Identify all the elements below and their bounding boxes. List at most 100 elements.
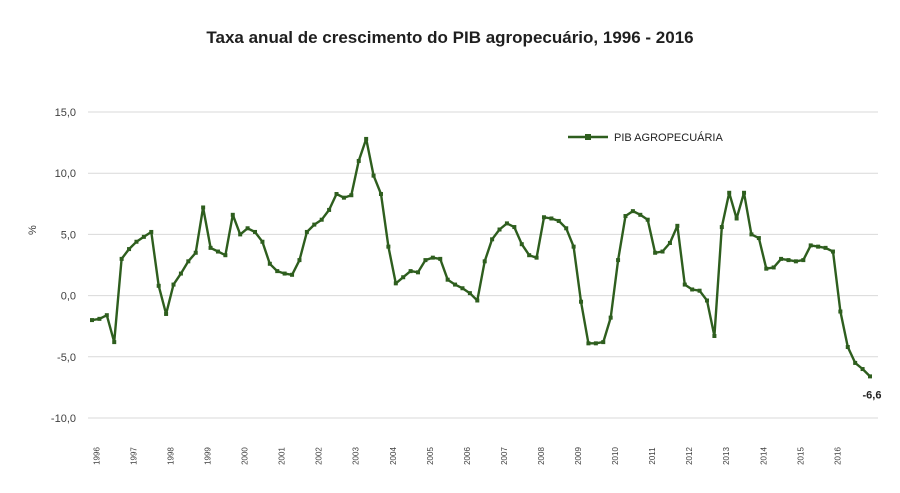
data-point: [97, 316, 102, 321]
data-point: [541, 215, 546, 220]
data-point: [653, 250, 658, 255]
legend-swatch-marker: [585, 134, 591, 140]
data-point: [386, 244, 391, 249]
data-point: [290, 272, 295, 277]
data-point: [267, 261, 272, 266]
x-axis-tick-labels: 1996 1997 1998 1999 2000 2001 2002 2003 2004 2005…: [92, 447, 842, 465]
data-point: [586, 341, 591, 346]
data-point: [519, 242, 524, 247]
data-point: [742, 190, 747, 195]
data-point: [764, 266, 769, 271]
data-point: [178, 271, 183, 276]
data-point: [312, 222, 317, 227]
data-point: [786, 258, 791, 263]
data-point: [675, 223, 680, 228]
x-tick-label: 2008: [537, 447, 546, 465]
data-point: [838, 309, 843, 314]
data-point: [260, 239, 265, 244]
data-point: [112, 340, 117, 345]
data-point: [608, 315, 613, 320]
data-point: [282, 271, 287, 276]
data-point: [801, 258, 806, 263]
data-point: [808, 243, 813, 248]
data-point: [460, 286, 465, 291]
data-point: [623, 214, 628, 219]
data-point: [830, 249, 835, 254]
data-point: [134, 239, 139, 244]
data-point: [779, 256, 784, 261]
data-point: [749, 232, 754, 237]
x-tick-label: 2015: [796, 447, 805, 465]
data-point: [823, 245, 828, 250]
data-point: [816, 244, 821, 249]
data-point: [238, 232, 243, 237]
data-point: [467, 291, 472, 296]
data-point: [349, 193, 354, 198]
data-point: [704, 298, 709, 303]
data-point: [630, 209, 635, 214]
data-point: [364, 136, 369, 141]
data-point: [512, 225, 517, 230]
data-point: [297, 258, 302, 263]
data-point: [771, 265, 776, 270]
data-point: [104, 313, 109, 318]
data-point: [853, 360, 858, 365]
legend-label: PIB AGROPECUÁRIA: [614, 131, 723, 144]
x-tick-label: 2000: [241, 447, 250, 465]
gridlines: [88, 111, 878, 419]
data-point: [793, 259, 798, 264]
data-point: [304, 229, 309, 234]
data-point: [504, 221, 509, 226]
x-tick-label: 2003: [352, 447, 361, 465]
data-point: [571, 244, 576, 249]
data-point: [868, 374, 872, 379]
data-point: [719, 225, 724, 230]
data-point: [186, 259, 191, 264]
data-point: [401, 275, 406, 280]
data-point: [393, 281, 398, 286]
legend: PIB AGROPECUÁRIA: [568, 131, 723, 144]
y-tick-label: 10,0: [55, 168, 76, 180]
x-tick-label: 2006: [463, 447, 472, 465]
data-point: [860, 367, 865, 372]
x-tick-label: 1999: [204, 447, 213, 465]
x-tick-label: 2002: [315, 447, 324, 465]
data-point: [201, 205, 206, 210]
data-point: [423, 258, 428, 263]
x-tick-label: 2001: [278, 447, 287, 465]
data-point: [601, 340, 606, 345]
data-point: [482, 259, 487, 264]
x-tick-label: 2004: [389, 447, 398, 465]
data-point: [845, 345, 850, 350]
data-point: [319, 217, 324, 222]
data-point: [149, 229, 154, 234]
data-point: [438, 256, 443, 261]
x-tick-label: 2010: [611, 447, 620, 465]
y-tick-label: 0,0: [61, 291, 76, 303]
data-point: [682, 282, 687, 287]
data-point: [690, 287, 695, 292]
x-tick-label: 1998: [167, 447, 176, 465]
data-point: [645, 217, 650, 222]
data-point: [356, 158, 361, 163]
data-point: [667, 240, 672, 245]
data-point: [593, 341, 598, 346]
data-point: [534, 255, 539, 260]
data-point: [416, 270, 421, 275]
data-point: [527, 253, 532, 258]
x-tick-label: 2009: [574, 447, 583, 465]
data-point: [727, 190, 732, 195]
data-point: [334, 192, 339, 197]
data-point: [253, 229, 258, 234]
x-tick-label: 2014: [759, 447, 768, 465]
annotations: -6,6: [863, 389, 882, 401]
y-tick-label: -10,0: [51, 413, 76, 425]
data-point: [756, 236, 761, 241]
y-axis-label: %: [27, 225, 39, 235]
data-point: [453, 282, 458, 287]
chart-title: Taxa anual de crescimento do PIB agropec…: [206, 28, 694, 47]
data-point: [660, 249, 665, 254]
x-tick-label: 2012: [685, 447, 694, 465]
y-tick-label: 5,0: [61, 229, 76, 241]
